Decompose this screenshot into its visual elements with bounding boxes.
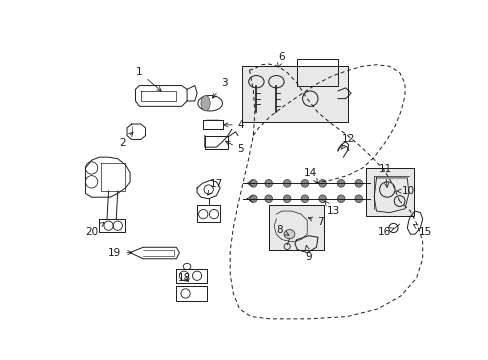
Text: 6: 6	[277, 52, 285, 68]
Text: 17: 17	[207, 179, 223, 195]
Bar	[297, 59, 337, 86]
Ellipse shape	[249, 195, 257, 203]
Text: 14: 14	[303, 167, 317, 183]
Text: 3: 3	[212, 78, 227, 98]
Ellipse shape	[301, 195, 308, 203]
Ellipse shape	[366, 180, 373, 187]
Text: 7: 7	[308, 217, 323, 227]
Ellipse shape	[318, 195, 326, 203]
Ellipse shape	[249, 180, 257, 187]
Text: 2: 2	[119, 132, 133, 148]
Text: 18: 18	[177, 273, 190, 283]
Bar	[366, 168, 413, 216]
Text: 9: 9	[305, 246, 311, 262]
Text: 10: 10	[396, 186, 415, 196]
Text: 16: 16	[377, 227, 393, 237]
Ellipse shape	[283, 180, 290, 187]
Ellipse shape	[337, 195, 344, 203]
Text: 19: 19	[108, 248, 132, 258]
Ellipse shape	[283, 195, 290, 203]
Text: 4: 4	[224, 120, 244, 130]
Ellipse shape	[301, 180, 308, 187]
Ellipse shape	[201, 95, 210, 111]
Text: 20: 20	[85, 222, 104, 237]
Ellipse shape	[354, 180, 362, 187]
Bar	[268, 205, 324, 249]
Text: 1: 1	[136, 67, 161, 91]
Ellipse shape	[354, 195, 362, 203]
Ellipse shape	[284, 230, 294, 239]
Bar	[241, 66, 347, 122]
Text: 8: 8	[276, 225, 288, 235]
Ellipse shape	[264, 180, 272, 187]
Ellipse shape	[264, 195, 272, 203]
Ellipse shape	[318, 180, 326, 187]
Text: 13: 13	[324, 201, 339, 216]
Text: 11: 11	[378, 164, 391, 188]
Text: 12: 12	[341, 134, 355, 149]
Text: 5: 5	[225, 141, 244, 154]
Text: 15: 15	[412, 225, 431, 237]
Ellipse shape	[366, 195, 373, 203]
Ellipse shape	[337, 180, 344, 187]
